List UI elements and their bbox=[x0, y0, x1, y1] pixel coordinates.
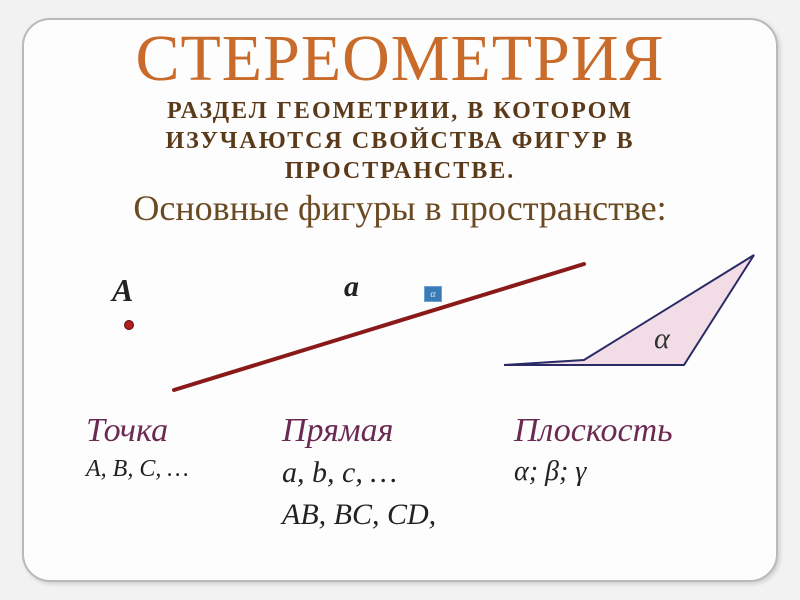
col-line-name: Прямая bbox=[282, 412, 436, 450]
col-point-note: A, B, C, … bbox=[86, 450, 189, 484]
col-plane: Плоскость α; β; γ bbox=[514, 412, 673, 489]
col-line-note2: AB, BC, CD, bbox=[282, 492, 436, 534]
col-line: Прямая a, b, c, … AB, BC, CD, bbox=[282, 412, 436, 533]
col-line-note1: a, b, c, … bbox=[282, 450, 436, 492]
col-plane-note: α; β; γ bbox=[514, 450, 673, 489]
main-title: СТЕРЕОМЕТРИЯ bbox=[24, 20, 776, 92]
subtitle: РАЗДЕЛ ГЕОМЕТРИИ, В КОТОРОМ ИЗУЧАЮТСЯ СВ… bbox=[24, 92, 776, 186]
col-point-name: Точка bbox=[86, 412, 189, 450]
plane-polygon bbox=[504, 255, 754, 365]
section-heading: Основные фигуры в пространстве: bbox=[24, 186, 776, 229]
col-point: Точка A, B, C, … bbox=[86, 412, 189, 484]
slide-card: СТЕРЕОМЕТРИЯ РАЗДЕЛ ГЕОМЕТРИИ, В КОТОРОМ… bbox=[22, 18, 778, 582]
col-plane-name: Плоскость bbox=[514, 412, 673, 450]
plane-alpha: α bbox=[654, 322, 670, 356]
